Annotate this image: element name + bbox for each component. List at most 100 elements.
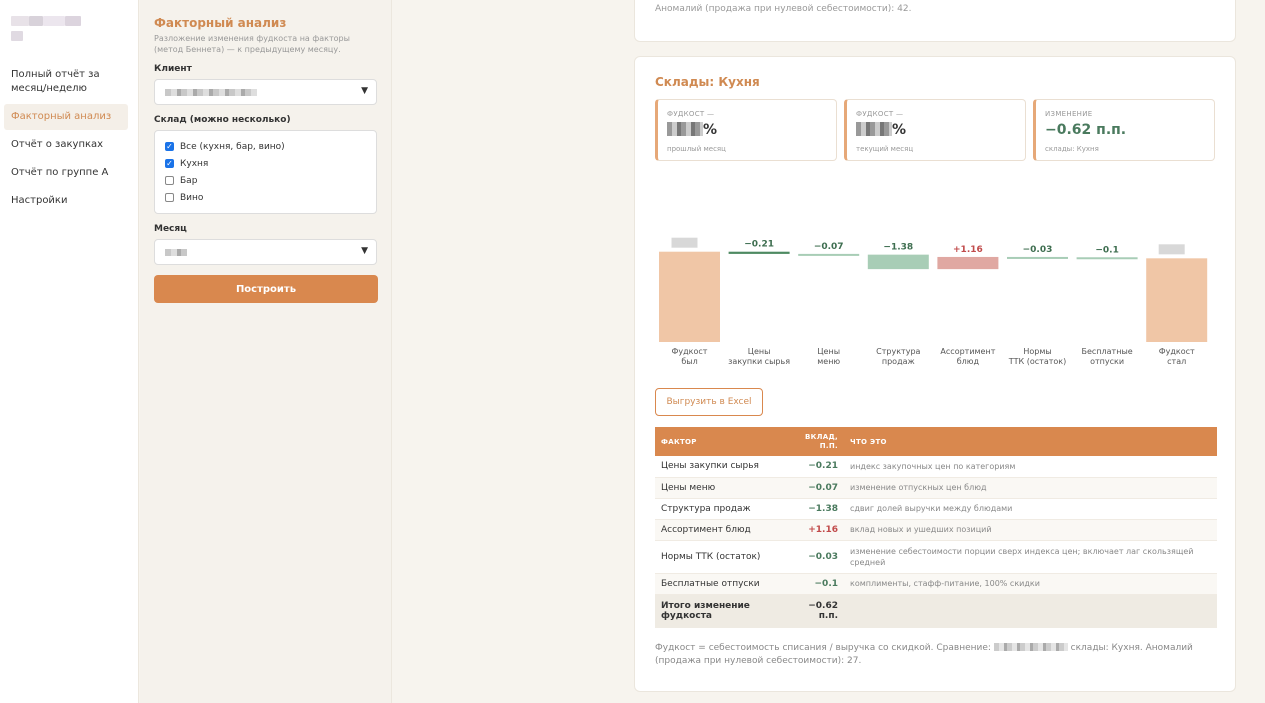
filter-description: Разложение изменения фудкоста на факторы… [154, 34, 350, 54]
chart-bar [1146, 258, 1208, 342]
description-cell: изменение себестоимости порции сверх инд… [844, 540, 1217, 574]
column-header-factor: ФАКТОР [655, 427, 790, 456]
checkbox-unchecked-icon[interactable] [165, 193, 174, 202]
checkbox-checked-icon[interactable]: ✓ [165, 158, 174, 168]
factor-cell: Ассортимент блюд [655, 519, 790, 541]
kpi-sub: прошлый месяц [667, 145, 726, 153]
warehouse-option-all[interactable]: ✓ Все (кухня, бар, вино) [165, 138, 366, 155]
kpi-value: % [856, 122, 906, 138]
warehouse-option-label: Вино [180, 192, 204, 203]
description-cell: индекс закупочных цен по категориям [844, 456, 1217, 478]
column-header-contribution: ВКЛАД, П.П. [790, 427, 844, 456]
warehouse-option-wine[interactable]: Вино [165, 189, 366, 206]
client-label: Клиент [154, 64, 192, 74]
factor-cell: Структура продаж [655, 498, 790, 520]
warehouse-option-label: Кухня [180, 158, 209, 169]
logo [11, 16, 93, 42]
chart-bar [937, 256, 999, 270]
warehouse-option-bar[interactable]: Бар [165, 172, 366, 189]
chart-data-label: −0.07 [814, 242, 844, 252]
export-excel-button[interactable]: Выгрузить в Excel [655, 388, 763, 416]
contribution-cell: −0.03 [790, 540, 844, 574]
column-header-what: ЧТО ЭТО [844, 427, 1217, 456]
filter-title: Факторный анализ [154, 16, 287, 30]
table-row: Цены закупки сырья −0.21 индекс закупочн… [655, 456, 1217, 478]
table-row: Структура продаж −1.38 сдвиг долей выруч… [655, 498, 1217, 520]
sidebar-item-group-a-report[interactable]: Отчёт по группе А [11, 167, 109, 178]
chart-data-label: −1.38 [883, 243, 913, 253]
sidebar-item-purchases-report[interactable]: Отчёт о закупках [11, 139, 104, 150]
report-title: Склады: Кухня [655, 75, 760, 89]
client-value-redacted [165, 89, 257, 96]
chevron-down-icon: ▼ [361, 246, 368, 256]
table-row: Цены меню −0.07 изменение отпускных цен … [655, 477, 1217, 499]
chart-data-label: −0.21 [744, 240, 774, 250]
warehouse-option-kitchen[interactable]: ✓ Кухня [165, 155, 366, 172]
chart-category-label: Фудкост был [672, 347, 708, 366]
factor-cell: Цены закупки сырья [655, 456, 790, 478]
total-value: −0.62 п.п. [790, 594, 844, 628]
kpi-label: ИЗМЕНЕНИЕ [1045, 110, 1093, 118]
contribution-cell: +1.16 [790, 519, 844, 541]
chart-category-label: Фудкост стал [1159, 347, 1195, 366]
chart-bar [1007, 256, 1068, 259]
chart-data-label: +1.16 [953, 245, 983, 255]
previous-report-footnote: Аномалий (продажа при нулевой себестоимо… [655, 4, 912, 14]
checkbox-unchecked-icon[interactable] [165, 176, 174, 185]
contribution-cell: −1.38 [790, 498, 844, 520]
warehouse-option-label: Все (кухня, бар, вино) [180, 141, 285, 152]
redacted-value [667, 122, 703, 136]
sidebar-item-full-report[interactable]: Полный отчёт за месяц/неделю [11, 69, 100, 94]
chart-category-label: Цены меню [817, 347, 840, 366]
sidebar: Полный отчёт за месяц/неделю Факторный а… [0, 0, 139, 703]
kpi-sub: текущий месяц [856, 145, 914, 153]
description-cell: изменение отпускных цен блюд [844, 477, 1217, 499]
warehouse-option-label: Бар [180, 175, 198, 186]
kpi-value: % [667, 122, 717, 138]
description-cell: сдвиг долей выручки между блюдами [844, 498, 1217, 520]
chart-bar [659, 251, 720, 342]
factor-table: ФАКТОР ВКЛАД, П.П. ЧТО ЭТО Цены закупки … [655, 427, 1217, 628]
kpi-value: −0.62 п.п. [1045, 122, 1127, 138]
month-label: Месяц [154, 224, 187, 234]
redacted-client [993, 643, 1068, 651]
sidebar-item-factor-analysis[interactable]: Факторный анализ [4, 104, 128, 130]
warehouse-checkbox-group: ✓ Все (кухня, бар, вино) ✓ Кухня Бар Вин… [154, 130, 377, 214]
sidebar-item-settings[interactable]: Настройки [11, 195, 68, 206]
chart-bar [728, 251, 790, 254]
table-header-row: ФАКТОР ВКЛАД, П.П. ЧТО ЭТО [655, 427, 1217, 456]
filter-panel: Факторный анализ Разложение изменения фу… [140, 0, 392, 703]
redacted-value [671, 237, 698, 248]
chevron-down-icon: ▼ [361, 86, 368, 96]
table-total-row: Итого изменение фудкоста −0.62 п.п. [655, 594, 1217, 628]
kpi-label: ФУДКОСТ — [856, 110, 904, 118]
chart-bar [798, 253, 860, 256]
chart-category-label: Нормы ТТК (остаток) [1008, 347, 1066, 366]
month-select[interactable]: ▼ [154, 239, 377, 265]
contribution-cell: −0.1 [790, 573, 844, 595]
contribution-cell: −0.07 [790, 477, 844, 499]
total-empty-cell [844, 594, 1217, 628]
chart-category-label: Структура продаж [876, 347, 920, 366]
description-cell: комплименты, стафф-питание, 100% скидки [844, 573, 1217, 595]
chart-data-label: −0.1 [1095, 245, 1118, 255]
chart-category-label: Цены закупки сырья [728, 347, 790, 366]
description-cell: вклад новых и ушедших позиций [844, 519, 1217, 541]
checkbox-checked-icon[interactable]: ✓ [165, 141, 174, 151]
factor-cell: Цены меню [655, 477, 790, 499]
redacted-value [856, 122, 892, 136]
table-row: Нормы ТТК (остаток) −0.03 изменение себе… [655, 540, 1217, 574]
total-label: Итого изменение фудкоста [655, 594, 790, 628]
chart-bar [867, 254, 929, 270]
client-select[interactable]: ▼ [154, 79, 377, 105]
chart-category-label: Бесплатные отпуски [1082, 347, 1133, 366]
kpi-label: ФУДКОСТ — [667, 110, 715, 118]
warehouse-label: Склад (можно несколько) [154, 115, 291, 125]
kpi-foodcost-current: ФУДКОСТ — % текущий месяц [844, 99, 1026, 161]
factor-report-card: Склады: Кухня ФУДКОСТ — % прошлый месяц … [634, 56, 1236, 692]
previous-report-card: Аномалий (продажа при нулевой себестоимо… [634, 0, 1236, 42]
table-row: Ассортимент блюд +1.16 вклад новых и уше… [655, 519, 1217, 541]
build-button[interactable]: Построить [154, 275, 378, 303]
kpi-change: ИЗМЕНЕНИЕ −0.62 п.п. склады: Кухня [1033, 99, 1215, 161]
